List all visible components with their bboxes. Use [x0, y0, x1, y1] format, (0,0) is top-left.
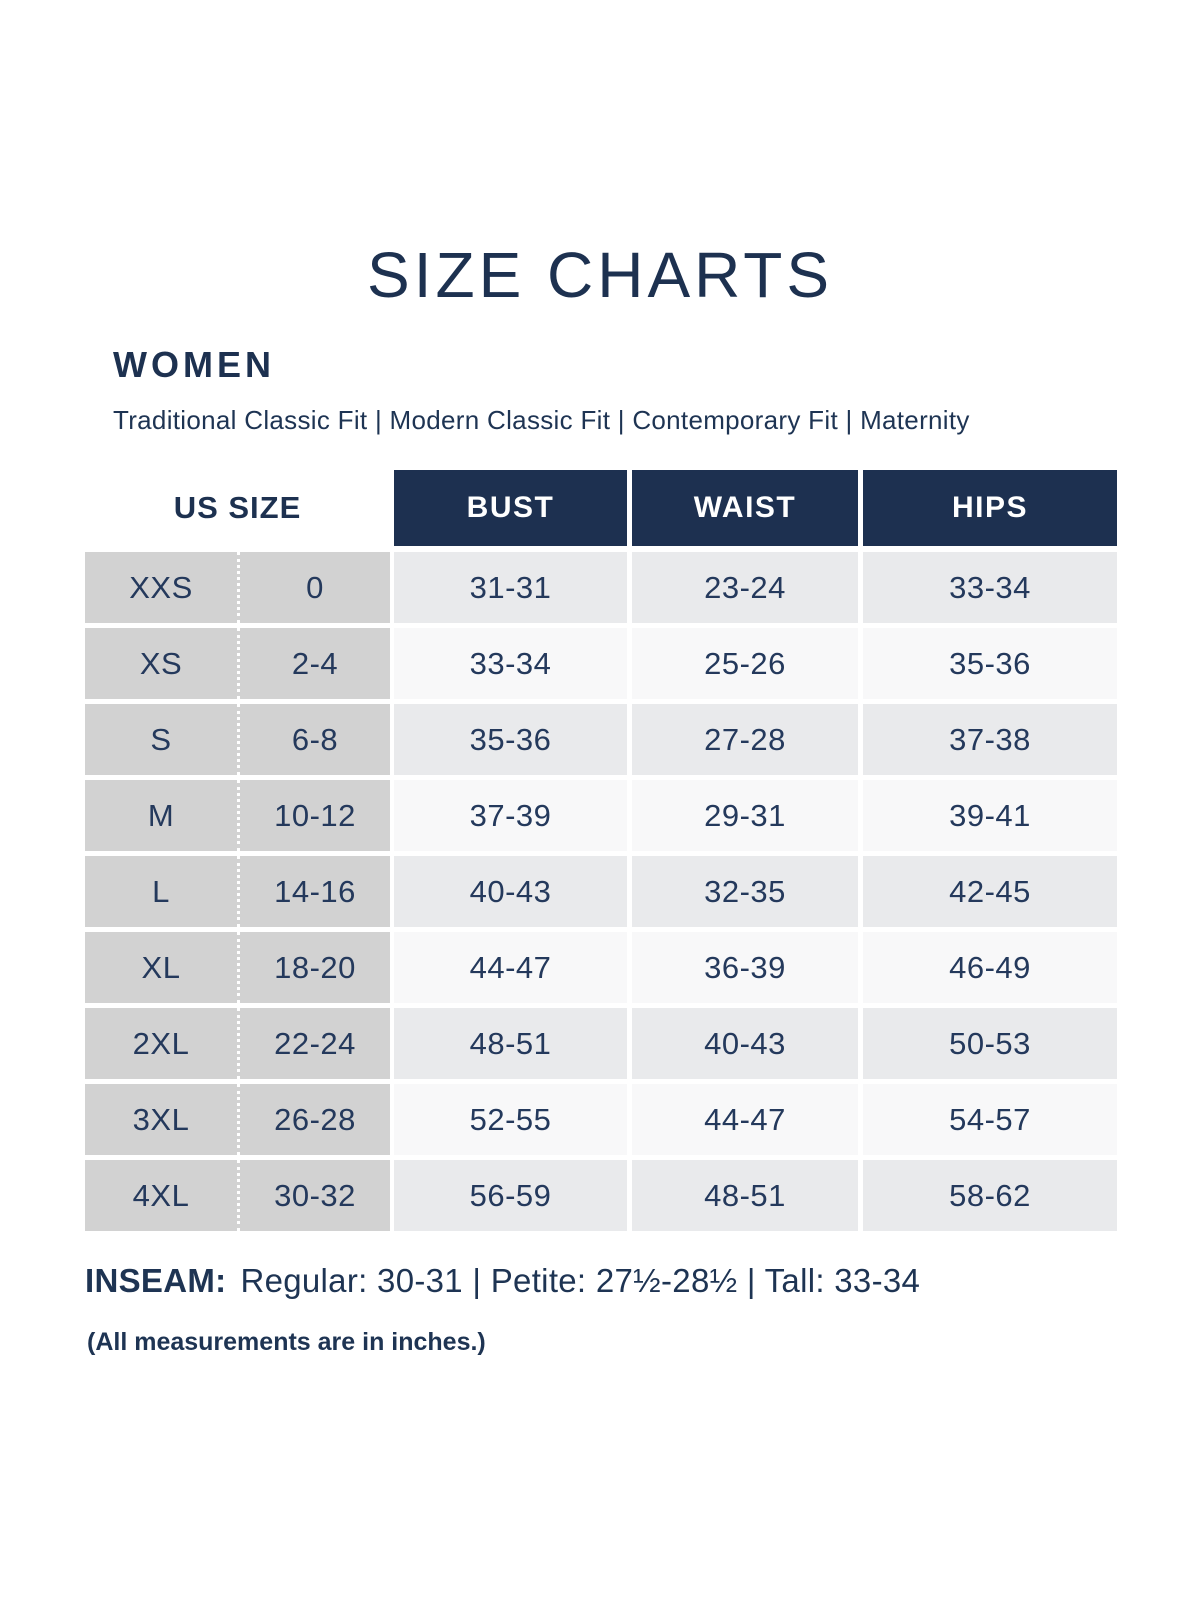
size-label: XXS	[85, 552, 237, 623]
table-row-s: S 6-8 35-36 27-28 37-38	[85, 704, 1117, 775]
size-label: 3XL	[85, 1084, 237, 1155]
bust-value: 44-47	[394, 932, 627, 1003]
waist-value: 36-39	[632, 932, 858, 1003]
hips-value: 39-41	[863, 780, 1117, 851]
waist-value: 27-28	[632, 704, 858, 775]
waist-value: 40-43	[632, 1008, 858, 1079]
bust-value: 37-39	[394, 780, 627, 851]
table-row-m: M 10-12 37-39 29-31 39-41	[85, 780, 1117, 851]
table-row-2xl: 2XL 22-24 48-51 40-43 50-53	[85, 1008, 1117, 1079]
table-row-xxs: XXS 0 31-31 23-24 33-34	[85, 552, 1117, 623]
waist-value: 25-26	[632, 628, 858, 699]
size-label: XS	[85, 628, 237, 699]
waist-value: 23-24	[632, 552, 858, 623]
measurements-note: (All measurements are in inches.)	[87, 1328, 486, 1356]
us-size-value: 18-20	[237, 932, 390, 1003]
fit-types-line: Traditional Classic Fit | Modern Classic…	[113, 405, 970, 435]
us-size-value: 2-4	[237, 628, 390, 699]
table-body: XXS 0 31-31 23-24 33-34 XS 2-4 33-34 25-…	[85, 552, 1117, 1231]
hips-value: 35-36	[863, 628, 1117, 699]
size-label: 2XL	[85, 1008, 237, 1079]
table-row-xs: XS 2-4 33-34 25-26 35-36	[85, 628, 1117, 699]
hips-value: 58-62	[863, 1160, 1117, 1231]
hips-value: 54-57	[863, 1084, 1117, 1155]
waist-value: 29-31	[632, 780, 858, 851]
table-row-3xl: 3XL 26-28 52-55 44-47 54-57	[85, 1084, 1117, 1155]
hips-value: 46-49	[863, 932, 1117, 1003]
us-size-value: 14-16	[237, 856, 390, 927]
size-label: S	[85, 704, 237, 775]
bust-value: 40-43	[394, 856, 627, 927]
size-label: M	[85, 780, 237, 851]
us-size-value: 26-28	[237, 1084, 390, 1155]
inseam-line: INSEAM: Regular: 30-31 | Petite: 27½-28½ …	[85, 1262, 920, 1300]
column-header-hips: HIPS	[863, 470, 1117, 546]
page-title: SIZE CHARTS	[367, 239, 833, 311]
waist-value: 48-51	[632, 1160, 858, 1231]
bust-value: 52-55	[394, 1084, 627, 1155]
waist-value: 44-47	[632, 1084, 858, 1155]
column-header-us-size: US SIZE	[85, 470, 390, 546]
inseam-values: Regular: 30-31 | Petite: 27½-28½ | Tall:…	[240, 1262, 921, 1299]
table-row-l: L 14-16 40-43 32-35 42-45	[85, 856, 1117, 927]
size-label: XL	[85, 932, 237, 1003]
hips-value: 42-45	[863, 856, 1117, 927]
bust-value: 31-31	[394, 552, 627, 623]
bust-value: 48-51	[394, 1008, 627, 1079]
hips-value: 33-34	[863, 552, 1117, 623]
hips-value: 37-38	[863, 704, 1117, 775]
bust-value: 33-34	[394, 628, 627, 699]
us-size-value: 6-8	[237, 704, 390, 775]
inseam-label: INSEAM:	[85, 1262, 227, 1299]
table-row-4xl: 4XL 30-32 56-59 48-51 58-62	[85, 1160, 1117, 1231]
us-size-value: 22-24	[237, 1008, 390, 1079]
waist-value: 32-35	[632, 856, 858, 927]
us-size-value: 0	[237, 552, 390, 623]
table-row-xl: XL 18-20 44-47 36-39 46-49	[85, 932, 1117, 1003]
size-label: 4XL	[85, 1160, 237, 1231]
women-size-table: US SIZE BUST WAIST HIPS XXS 0 31-31 23-2…	[85, 470, 1117, 1236]
table-header-row: US SIZE BUST WAIST HIPS	[85, 470, 1117, 546]
section-heading-women: WOMEN	[113, 344, 275, 385]
size-label: L	[85, 856, 237, 927]
us-size-value: 30-32	[237, 1160, 390, 1231]
hips-value: 50-53	[863, 1008, 1117, 1079]
bust-value: 56-59	[394, 1160, 627, 1231]
us-size-value: 10-12	[237, 780, 390, 851]
column-header-waist: WAIST	[632, 470, 858, 546]
column-header-bust: BUST	[394, 470, 627, 546]
bust-value: 35-36	[394, 704, 627, 775]
